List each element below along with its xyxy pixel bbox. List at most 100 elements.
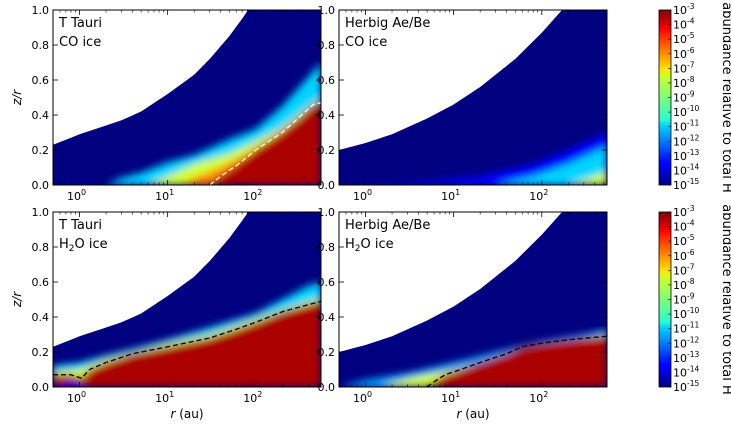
layer-red-core xyxy=(427,336,607,387)
colorbar-tick-label: 10-12 xyxy=(673,335,699,350)
plot-area xyxy=(339,10,607,185)
colorbar-tick-label: 10-7 xyxy=(673,60,695,75)
abundance-layers xyxy=(53,282,321,387)
panel-tt-h2o: 0.0 0.2 0.4 0.6 0.8 1.0 100 101 102 T Tauri H2O ic… xyxy=(10,206,322,421)
y-tick-label: 0.0 xyxy=(32,381,50,394)
x-axis-label: r (au) xyxy=(170,407,203,421)
y-tick-label: 0.2 xyxy=(318,144,336,157)
panel-title: T Tauri xyxy=(58,16,102,31)
plot-area xyxy=(53,212,321,387)
x-tick-label: 100 xyxy=(353,390,372,405)
colorbar-tick-label: 10-11 xyxy=(673,321,699,336)
y-tick-label: 0.4 xyxy=(318,109,336,122)
colorbar-tick-label: 10-6 xyxy=(673,248,695,263)
panel-tt-co: 0.0 0.2 0.4 0.6 0.8 1.0 100 101 102 T Tauri CO ice… xyxy=(10,4,322,203)
panel-title: Herbig Ae/Be xyxy=(345,218,430,233)
y-tick-label: 0.4 xyxy=(318,311,336,324)
panel-species: H2O ice xyxy=(345,237,394,254)
abundance-layers xyxy=(365,132,607,185)
colorbar-tick-label: 10-9 xyxy=(673,90,695,105)
plot-area xyxy=(53,10,321,185)
layer-red-core xyxy=(209,102,321,185)
colorbar-tick-label: 10-8 xyxy=(673,277,695,292)
panel-species: CO ice xyxy=(345,35,387,50)
layer-yellow-band xyxy=(568,171,607,185)
y-tick-label: 0.2 xyxy=(32,144,50,157)
colorbar-tick-label: 10-12 xyxy=(673,133,699,148)
layer-cyan-band xyxy=(495,146,607,185)
colorbar-tick-label: 10-4 xyxy=(673,17,695,32)
x-tick-label: 100 xyxy=(67,188,86,203)
colorbar-tick-label: 10-11 xyxy=(673,119,699,134)
axes-frame xyxy=(338,211,608,388)
colorbar-label: abundance relative to total H xyxy=(719,2,731,192)
x-tick-label: 101 xyxy=(155,188,174,203)
colorbar-tick-label: 10-7 xyxy=(673,262,695,277)
colorbar-tick-label: 10-3 xyxy=(673,2,695,17)
colorbar-tick-label: 10-6 xyxy=(673,46,695,61)
colorbar-1: 10-310-410-510-610-710-810-910-1010-1110… xyxy=(658,2,731,193)
colorbar-2: 10-310-410-510-610-710-810-910-1010-1110… xyxy=(658,204,731,395)
x-tick-label: 102 xyxy=(529,188,548,203)
y-tick-label: 0.0 xyxy=(32,179,50,192)
colorbars-layer: 10-310-410-510-610-710-810-910-1010-1110… xyxy=(658,2,731,395)
abundance-layers xyxy=(106,62,321,185)
y-tick-label: 0.8 xyxy=(318,39,336,52)
y-tick-label: 0.4 xyxy=(32,109,50,122)
snowline xyxy=(53,300,321,379)
colorbar-tick-label: 10-13 xyxy=(673,148,699,163)
colorbar-tick-label: 10-4 xyxy=(673,219,695,234)
panel-title: T Tauri xyxy=(58,218,102,233)
y-tick-label: 0.8 xyxy=(32,39,50,52)
x-tick-label: 101 xyxy=(441,390,460,405)
y-tick-label: 0.6 xyxy=(32,276,50,289)
x-tick-label: 102 xyxy=(529,390,548,405)
y-axis-label: z/r xyxy=(10,89,24,106)
x-tick-label: 102 xyxy=(243,188,262,203)
y-tick-label: 0.8 xyxy=(32,241,50,254)
colorbar-tick-label: 10-9 xyxy=(673,292,695,307)
y-tick-label: 0.4 xyxy=(32,311,50,324)
colorbar-tick-label: 10-8 xyxy=(673,75,695,90)
colorbar-tick-label: 10-15 xyxy=(673,177,699,192)
y-axis-label: z/r xyxy=(10,291,24,308)
panel-hae-h2o: 0.0 0.2 0.4 0.6 0.8 1.0 100 101 102 Herbig Ae/Be H… xyxy=(318,206,608,421)
y-tick-label: 1.0 xyxy=(32,4,50,17)
layer-red-core xyxy=(53,301,321,387)
colorbar-label: abundance relative to total H xyxy=(719,204,731,394)
y-tick-label: 0.8 xyxy=(318,241,336,254)
y-tick-label: 1.0 xyxy=(318,206,336,219)
plot-area xyxy=(339,212,607,387)
colorbar-tick-label: 10-14 xyxy=(673,364,699,379)
colorbar-tick-label: 10-14 xyxy=(673,162,699,177)
panel-species: H2O ice xyxy=(59,237,108,254)
panel-species: CO ice xyxy=(59,35,101,50)
x-tick-label: 101 xyxy=(441,188,460,203)
y-tick-label: 0.6 xyxy=(318,276,336,289)
x-tick-label: 100 xyxy=(353,188,372,203)
layer-inner-gap xyxy=(56,381,85,387)
y-tick-label: 0.2 xyxy=(32,346,50,359)
snowline xyxy=(426,335,607,387)
panels-layer: 0.0 0.2 0.4 0.6 0.8 1.0 100 101 102 T Tauri CO ice… xyxy=(10,4,608,421)
colorbar-tick-label: 10-5 xyxy=(673,31,695,46)
x-axis-label: r (au) xyxy=(456,407,489,421)
y-tick-label: 0.0 xyxy=(318,381,336,394)
y-tick-label: 1.0 xyxy=(32,206,50,219)
y-tick-label: 0.0 xyxy=(318,179,336,192)
colorbar-tick-label: 10-13 xyxy=(673,350,699,365)
panel-hae-co: 0.0 0.2 0.4 0.6 0.8 1.0 100 101 102 Herbig Ae/Be C… xyxy=(318,4,608,203)
y-tick-label: 0.6 xyxy=(318,74,336,87)
y-tick-label: 1.0 xyxy=(318,4,336,17)
axes-frame xyxy=(338,9,608,186)
x-tick-label: 101 xyxy=(155,390,174,405)
disk-region xyxy=(339,10,607,185)
y-tick-label: 0.6 xyxy=(32,74,50,87)
colorbar-tick-label: 10-3 xyxy=(673,204,695,219)
x-tick-label: 102 xyxy=(243,390,262,405)
y-tick-label: 0.2 xyxy=(318,346,336,359)
axes-frame xyxy=(52,9,322,186)
abundance-layers xyxy=(339,329,607,387)
colorbar-tick-label: 10-15 xyxy=(673,379,699,394)
